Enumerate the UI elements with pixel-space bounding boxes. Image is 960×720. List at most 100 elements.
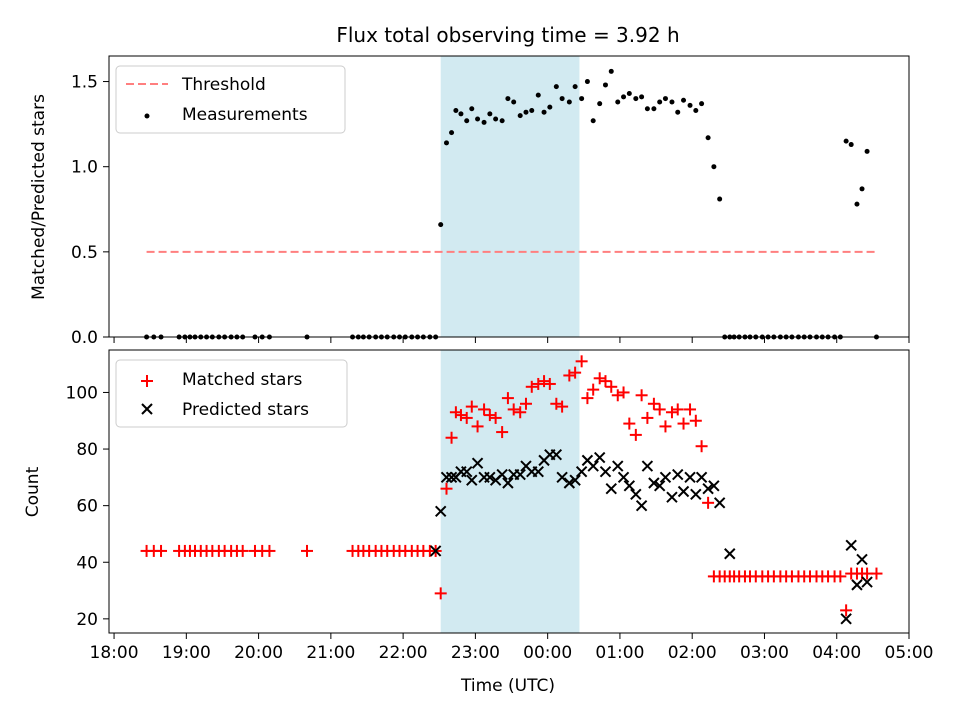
matched-star-point bbox=[460, 411, 473, 424]
predicted-star-point bbox=[440, 471, 453, 484]
predicted-star-point bbox=[659, 471, 672, 484]
predicted-star-point bbox=[429, 545, 442, 557]
predicted-star-point bbox=[556, 471, 568, 484]
matched-star-point bbox=[507, 403, 520, 416]
x-tick-label: 04:00 bbox=[812, 643, 861, 663]
predicted-star-point bbox=[466, 474, 478, 486]
x-tick-label: 19:00 bbox=[162, 643, 211, 663]
matched-star-point bbox=[556, 400, 569, 413]
y-tick-label: 20 bbox=[76, 610, 98, 630]
measurement-point bbox=[487, 111, 493, 117]
measurement-point bbox=[717, 196, 723, 202]
measurement-point bbox=[597, 101, 603, 107]
matched-star-point bbox=[623, 417, 636, 430]
matched-star-point bbox=[647, 397, 660, 410]
predicted-star-point bbox=[569, 474, 581, 486]
measurement-point bbox=[657, 99, 663, 105]
matched-legend-swatch bbox=[141, 375, 153, 387]
predicted-star-point bbox=[724, 548, 736, 560]
matched-star-point bbox=[478, 403, 491, 416]
measurement-point bbox=[626, 90, 632, 96]
measurement-point bbox=[699, 101, 705, 107]
matched-star-point bbox=[840, 604, 853, 617]
matched-star-point bbox=[434, 587, 447, 600]
matched-star-point bbox=[671, 403, 684, 416]
matched-star-point bbox=[581, 392, 594, 405]
predicted-star-point bbox=[861, 576, 873, 588]
matched-star-point bbox=[702, 496, 715, 509]
predicted-star-point bbox=[550, 449, 563, 461]
predicted-star-point bbox=[445, 471, 458, 484]
measurement-point bbox=[517, 113, 523, 119]
matched-star-point bbox=[677, 417, 690, 430]
top-plot-marks bbox=[144, 68, 879, 340]
predicted-star-point bbox=[514, 468, 526, 481]
measurement-point bbox=[848, 142, 854, 148]
predicted-star-point bbox=[666, 491, 678, 503]
x-tick-label: 18:00 bbox=[90, 643, 139, 663]
matched-star-point bbox=[563, 369, 576, 382]
matched-star-point bbox=[301, 544, 314, 557]
measurement-point bbox=[608, 68, 614, 74]
matched-star-point bbox=[550, 397, 563, 410]
matched-legend-label: Matched stars bbox=[182, 370, 302, 390]
matched-star-point bbox=[641, 411, 654, 424]
matched-star-point bbox=[454, 409, 467, 422]
measurement-point bbox=[639, 94, 645, 100]
measurement-point bbox=[651, 106, 657, 112]
predicted-star-point bbox=[653, 480, 666, 492]
predicted-star-point bbox=[502, 477, 514, 489]
matched-star-point bbox=[689, 414, 702, 427]
threshold-legend-label: Threshold bbox=[181, 75, 266, 95]
matched-star-point bbox=[695, 440, 708, 453]
measurement-point bbox=[553, 84, 559, 90]
measurement-point bbox=[547, 104, 553, 110]
matched-star-point bbox=[496, 426, 509, 439]
x-tick-label: 23:00 bbox=[451, 643, 500, 663]
measurement-point bbox=[559, 96, 565, 102]
predicted-star-point bbox=[672, 468, 684, 481]
measurement-point bbox=[864, 148, 870, 154]
measurement-point bbox=[438, 222, 444, 228]
measurement-point bbox=[687, 102, 693, 108]
measurement-point bbox=[669, 99, 675, 105]
predicted-star-point bbox=[587, 460, 599, 472]
matched-star-point bbox=[514, 406, 527, 419]
x-tick-label: 02:00 bbox=[668, 643, 717, 663]
predicted-star-point bbox=[690, 488, 702, 501]
predicted-star-point bbox=[641, 460, 654, 472]
measurement-point bbox=[566, 99, 572, 105]
measurement-point bbox=[711, 164, 717, 170]
measurement-point bbox=[602, 82, 608, 88]
bottom-axes-frame bbox=[108, 349, 910, 634]
predicted-star-point bbox=[563, 477, 576, 489]
matched-star-point bbox=[155, 544, 168, 557]
matched-star-point bbox=[440, 482, 453, 495]
measurement-point bbox=[475, 116, 481, 122]
bottom-panel: 20 40 60 80 100 18:00 19:00 20:00 21:00 22:00 23:0… bbox=[23, 349, 934, 696]
matched-star-point bbox=[593, 372, 606, 385]
predicted-star-point bbox=[684, 471, 696, 484]
bottom-axes-ticks: 20 40 60 80 100 18:00 19:00 20:00 21:00 22:00 23:0… bbox=[66, 383, 934, 663]
top-axes-ticks: 0.0 0.5 1.0 1.5 bbox=[71, 73, 910, 348]
matched-star-point bbox=[569, 366, 582, 379]
matched-star-point bbox=[236, 544, 249, 557]
y-tick-label: 40 bbox=[76, 553, 98, 573]
matched-star-point bbox=[653, 403, 666, 416]
matched-star-point bbox=[599, 375, 612, 388]
y-tick-label: 1.5 bbox=[71, 73, 98, 93]
predicted-star-point bbox=[630, 488, 642, 501]
predicted-star-point bbox=[851, 579, 863, 591]
matched-star-point bbox=[587, 383, 600, 396]
chart-title: Flux total observing time = 3.92 h bbox=[336, 23, 679, 47]
top-legend-box bbox=[115, 65, 346, 134]
predicted-star-point bbox=[648, 477, 660, 489]
predicted-star-point bbox=[635, 499, 648, 512]
top-legend: Threshold Measurements bbox=[115, 65, 346, 134]
x-tick-label: 20:00 bbox=[234, 643, 283, 663]
predicted-star-point bbox=[623, 480, 636, 492]
predicted-star-point bbox=[484, 471, 496, 484]
matched-star-point bbox=[449, 406, 462, 419]
predicted-star-point bbox=[575, 465, 588, 478]
predicted-legend-label: Predicted stars bbox=[182, 400, 309, 420]
